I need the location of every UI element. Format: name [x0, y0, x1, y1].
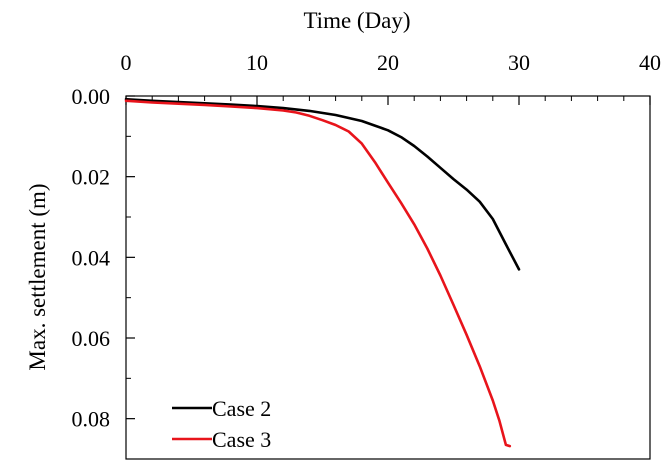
y-tick-label: 0.02 [72, 165, 111, 190]
y-axis-title: Max. settlement (m) [25, 183, 50, 370]
x-tick-label: 30 [508, 50, 530, 75]
x-axis-title: Time (Day) [303, 8, 410, 33]
y-tick-label: 0.08 [72, 407, 111, 432]
series-line-2 [124, 99, 512, 448]
legend-label: Case 2 [212, 396, 271, 421]
x-tick-label: 20 [377, 50, 399, 75]
series-line-1 [124, 97, 521, 271]
plot-frame [125, 95, 651, 460]
y-tick-label: 0.04 [72, 245, 111, 270]
x-tick-label: 10 [246, 50, 268, 75]
y-tick-label: 0.00 [72, 84, 111, 109]
x-tick-label: 40 [639, 50, 661, 75]
legend: Case 2 Case 3 [172, 396, 271, 452]
y-tick-label: 0.06 [72, 326, 111, 351]
x-tick-label: 0 [121, 50, 132, 75]
legend-label: Case 3 [212, 427, 271, 452]
plot-area: 0 10 20 30 40 0.00 0.02 0.04 0.06 0.08 [72, 50, 661, 460]
